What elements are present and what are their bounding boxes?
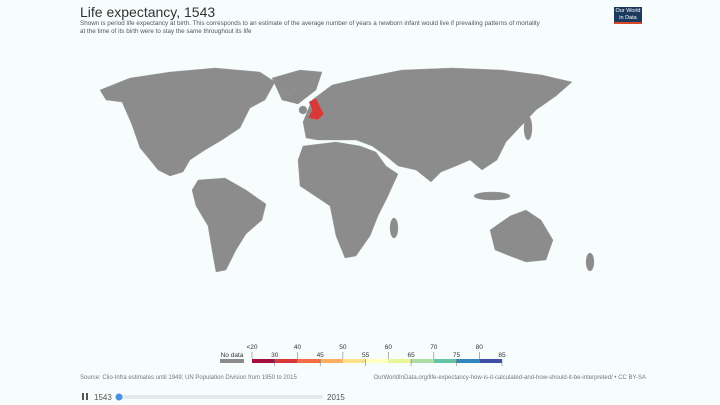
legend-swatch <box>342 359 366 363</box>
subtitle-line: Shown is period life expectancy at birth… <box>80 20 540 27</box>
logo-line: in Data <box>619 14 637 21</box>
legend-label: 50 <box>339 344 347 351</box>
timeline-end: 2015 <box>327 393 345 402</box>
legend-swatch <box>388 359 412 363</box>
title: Life expectancy, 1543 <box>80 4 216 20</box>
no-data-label: No data <box>221 352 244 359</box>
australia[interactable] <box>489 209 554 263</box>
greenland[interactable] <box>271 69 323 105</box>
legend-swatch <box>365 359 389 363</box>
pause-bar[interactable] <box>82 393 84 400</box>
slider-handle[interactable] <box>115 393 123 401</box>
legend-label: 60 <box>385 344 393 351</box>
eurasia[interactable] <box>302 67 573 183</box>
legend-label: <20 <box>246 344 257 351</box>
url[interactable]: OurWorldInData.org/life-expectancy-how-i… <box>373 375 646 381</box>
legend-label: 85 <box>498 352 506 359</box>
subtitle-line: at the time of its birth were to stay th… <box>80 27 252 35</box>
no-data-swatch <box>220 359 244 363</box>
legend-swatch <box>297 359 321 363</box>
timeline-start: 1543 <box>94 393 112 402</box>
legend-swatch <box>433 359 457 363</box>
new-zealand[interactable] <box>585 252 595 272</box>
legend-swatch <box>411 359 434 363</box>
legend-label: 65 <box>407 352 415 359</box>
legend-label: 30 <box>271 352 279 359</box>
map <box>99 67 595 273</box>
iceland[interactable] <box>280 85 296 95</box>
south-america[interactable] <box>191 177 267 273</box>
legend: No data<20 30 40 45 50 55 60 65 70 75 80 85 <box>220 344 506 366</box>
logo[interactable]: Our World in Data <box>614 7 642 24</box>
indonesia[interactable] <box>473 191 511 201</box>
north-america[interactable] <box>99 67 276 177</box>
africa[interactable] <box>297 141 399 259</box>
legend-swatch <box>479 359 502 363</box>
legend-label: 55 <box>362 352 370 359</box>
pause-bar[interactable] <box>86 393 88 400</box>
legend-swatch <box>456 359 480 363</box>
legend-swatch <box>274 359 298 363</box>
slider-track[interactable] <box>118 395 323 399</box>
legend-label: 45 <box>317 352 325 359</box>
legend-label: 40 <box>294 344 302 351</box>
legend-label: 80 <box>476 344 484 351</box>
legend-swatch <box>252 359 275 363</box>
subtitle: Shown is period life expectancy at birth… <box>80 20 610 35</box>
legend-label: 75 <box>453 352 461 359</box>
japan[interactable] <box>523 115 533 141</box>
source: Source: Clio-Infra estimates until 1949;… <box>80 375 297 381</box>
logo-line: Our World <box>615 8 641 14</box>
legend-label: 70 <box>430 344 438 351</box>
legend-swatch <box>320 359 343 363</box>
ireland[interactable] <box>298 105 308 115</box>
united-kingdom[interactable] <box>307 97 325 121</box>
madagascar[interactable] <box>389 217 399 239</box>
